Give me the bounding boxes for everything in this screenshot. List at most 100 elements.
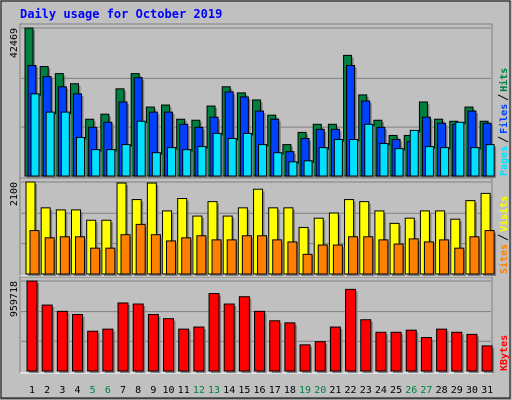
bar xyxy=(258,144,268,177)
legend-label: Sites xyxy=(498,244,510,274)
bar xyxy=(375,331,387,372)
bar xyxy=(226,239,237,275)
bar xyxy=(166,240,177,275)
bar xyxy=(254,310,266,372)
bar xyxy=(440,147,450,177)
x-tick-label: 12 xyxy=(193,385,205,396)
bar xyxy=(72,313,84,372)
bar xyxy=(470,147,480,177)
x-tick-label: 28 xyxy=(436,385,448,396)
y-tick-label: 42469 xyxy=(9,28,20,58)
bar xyxy=(390,331,402,372)
bar xyxy=(196,235,207,275)
bar xyxy=(117,302,129,372)
bar xyxy=(303,160,313,177)
legend-label: Visits xyxy=(498,196,510,232)
bar xyxy=(287,241,298,275)
bar xyxy=(363,236,374,275)
y-tick-label: 959718 xyxy=(9,281,20,317)
bar xyxy=(193,326,205,372)
legend-separator xyxy=(497,94,509,101)
bar xyxy=(451,331,463,372)
bar xyxy=(136,120,146,177)
bar xyxy=(318,147,328,177)
bar xyxy=(345,288,357,372)
bar xyxy=(409,129,419,177)
bar xyxy=(151,152,161,177)
bar xyxy=(182,149,192,177)
legend-label: Hits xyxy=(498,68,510,92)
bar xyxy=(150,234,161,275)
bar xyxy=(420,337,432,372)
chart-title: Daily usage for October 2019 xyxy=(20,7,222,21)
x-tick-label: 29 xyxy=(451,385,463,396)
bar xyxy=(212,132,222,177)
bar xyxy=(87,330,99,372)
x-tick-label: 19 xyxy=(299,385,311,396)
bar xyxy=(423,241,434,275)
x-tick-label: 1 xyxy=(29,385,35,396)
bar xyxy=(59,236,70,275)
x-tick-label: 14 xyxy=(223,385,235,396)
bar xyxy=(424,146,434,177)
bar xyxy=(379,143,389,177)
bar xyxy=(349,139,359,177)
bar xyxy=(393,243,404,275)
x-tick-label: 11 xyxy=(178,385,190,396)
x-tick-label: 4 xyxy=(74,385,80,396)
bar xyxy=(197,146,207,177)
bar xyxy=(45,111,55,177)
bar xyxy=(269,320,281,372)
legend: Pages Files Hits xyxy=(497,68,510,176)
x-tick-label: 16 xyxy=(254,385,266,396)
bar xyxy=(394,148,404,177)
x-tick-label: 8 xyxy=(135,385,141,396)
legend: Sites Visits xyxy=(497,196,510,274)
bar xyxy=(167,147,177,177)
bar xyxy=(120,234,131,275)
x-tick-label: 2 xyxy=(44,385,50,396)
y-tick-label: 2100 xyxy=(9,182,20,206)
x-tick-label: 7 xyxy=(120,385,126,396)
bar xyxy=(90,247,101,275)
x-tick-label: 24 xyxy=(375,385,387,396)
bar xyxy=(299,344,311,372)
bar xyxy=(485,144,495,177)
bar xyxy=(469,236,480,275)
bar xyxy=(163,318,175,372)
bar xyxy=(481,345,493,372)
bar xyxy=(364,123,374,177)
bar xyxy=(147,313,159,372)
x-tick-label: 23 xyxy=(360,385,372,396)
bar xyxy=(102,328,114,372)
x-tick-label: 17 xyxy=(269,385,281,396)
bar xyxy=(241,235,252,275)
bar xyxy=(314,341,326,372)
bar xyxy=(405,329,417,372)
legend: KBytes xyxy=(499,335,510,371)
bar xyxy=(106,149,116,177)
bar xyxy=(56,310,68,372)
bar xyxy=(329,326,341,372)
bar xyxy=(227,137,237,177)
legend-label: Files xyxy=(498,104,510,134)
bar xyxy=(238,296,250,372)
x-tick-label: 31 xyxy=(481,385,493,396)
bar xyxy=(466,333,478,372)
x-tick-label: 30 xyxy=(466,385,478,396)
bar xyxy=(439,239,450,275)
bar xyxy=(378,239,389,275)
legend-label: Pages xyxy=(499,146,510,176)
x-tick-label: 27 xyxy=(420,385,432,396)
x-tick-label: 26 xyxy=(405,385,417,396)
bar xyxy=(26,280,38,372)
x-tick-label: 21 xyxy=(329,385,341,396)
bar xyxy=(348,236,359,275)
x-tick-label: 20 xyxy=(314,385,326,396)
bar xyxy=(302,253,313,275)
bar xyxy=(178,328,190,372)
bar xyxy=(332,244,343,275)
bar xyxy=(75,236,86,275)
bar xyxy=(257,235,268,275)
bar xyxy=(273,152,283,177)
